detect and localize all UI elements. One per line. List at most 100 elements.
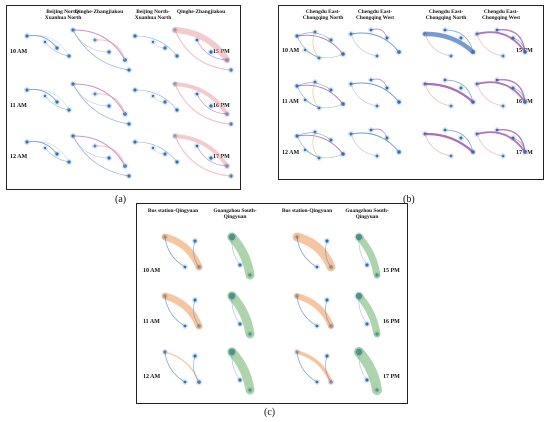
flow-arc	[350, 133, 378, 157]
flow-arc	[295, 350, 333, 384]
flow-arc	[44, 95, 70, 111]
flow-arc	[355, 292, 381, 338]
flow-arc	[296, 35, 320, 59]
flow-arc	[231, 295, 241, 325]
flow-arc	[296, 295, 318, 327]
flow-arc	[296, 135, 320, 159]
flow-arc	[476, 81, 526, 103]
flow-arc	[424, 133, 452, 157]
flow-arc	[193, 240, 200, 268]
flow-arc	[296, 84, 344, 105]
flow-arc	[350, 82, 400, 103]
row-label: 10 AM	[10, 49, 28, 55]
flow-arc	[231, 351, 241, 381]
row-label: 15 PM	[383, 268, 400, 274]
flow-arc	[358, 351, 368, 381]
panel-label-a: (a)	[115, 194, 127, 205]
flow-arc	[304, 149, 344, 159]
flow-arc	[164, 351, 200, 383]
panel-b: Chengdu East-Chongqing North Chengdu Eas…	[278, 5, 544, 180]
column-header: Chengdu East-Chongqing West	[355, 9, 395, 21]
flow-arc	[134, 35, 178, 57]
flow-arc	[26, 141, 58, 155]
flow-arc	[422, 31, 476, 55]
flow-arc	[350, 83, 378, 107]
panel-c: Bus station-Qingyuan Guangzhou South-Qin…	[136, 203, 408, 404]
flow-arc	[355, 233, 381, 279]
column-header: Guangzhou South-Qingyuan	[345, 208, 389, 220]
flow-arc	[312, 81, 320, 109]
flow-arc	[44, 41, 70, 57]
column-header: Beijing North-Xuanhua North	[134, 9, 172, 21]
flow-arc	[26, 89, 70, 111]
flow-arc	[94, 93, 126, 115]
column-header: Chengdu East-Chongqing West	[481, 9, 521, 21]
flow-arc	[358, 236, 368, 266]
flow-arc	[152, 95, 166, 103]
flow-arc	[350, 33, 378, 57]
flow-arc	[444, 79, 474, 103]
flow-arc	[424, 33, 452, 57]
flow-arc	[350, 32, 400, 53]
flow-arc	[227, 232, 255, 280]
flow-arc	[94, 39, 126, 61]
flow-arc	[72, 135, 110, 159]
flow-arc	[370, 78, 388, 89]
flow-arc	[476, 83, 504, 107]
column-header: Chengdu East-Chongqing North	[302, 9, 344, 21]
flow-arc	[172, 27, 230, 63]
flow-arc	[325, 355, 332, 383]
column-header: Guangzhou South-Qingyuan	[213, 208, 257, 220]
row-label: 11 AM	[10, 103, 27, 109]
flow-arc	[476, 133, 504, 157]
row-label: 10 AM	[282, 48, 300, 54]
flow-arc	[304, 49, 344, 59]
flow-arc	[424, 83, 452, 107]
flow-arc	[152, 147, 166, 155]
flow-arc	[512, 37, 526, 53]
flow-arc	[227, 347, 255, 395]
flow-arc	[296, 236, 318, 268]
flow-arc	[325, 240, 332, 268]
node	[209, 104, 213, 108]
flow-arc	[196, 145, 228, 167]
column-header: Bus station-Qingyuan	[281, 208, 333, 214]
flow-arc	[26, 35, 70, 57]
flow-arc	[134, 141, 178, 163]
column-header: Beijing North-Xuanhua North	[44, 9, 82, 21]
flow-arc	[476, 131, 526, 153]
flow-arc	[26, 35, 58, 49]
flow-arc	[350, 132, 400, 153]
flow-arc	[26, 89, 58, 103]
flow-arc	[231, 236, 241, 266]
flow-arc	[325, 299, 332, 327]
flow-arc	[296, 351, 318, 383]
flow-arc	[94, 145, 126, 167]
flow-arc	[164, 295, 186, 327]
panel-label-b: (b)	[403, 194, 415, 205]
row-label: 16 PM	[383, 319, 400, 325]
flow-arc	[164, 351, 186, 383]
flow-arc	[476, 33, 504, 57]
flow-arc	[312, 131, 320, 159]
column-header: Bus station-Qingyuan	[147, 208, 199, 214]
node	[459, 136, 463, 140]
flow-arc	[193, 299, 200, 327]
flow-arc	[44, 147, 70, 163]
row-label: 12 AM	[282, 150, 300, 156]
row-label: 11 AM	[282, 99, 299, 105]
row-label: 10 AM	[143, 268, 161, 274]
flow-arc	[423, 132, 475, 154]
flow-arc	[370, 128, 388, 139]
row-label: 12 AM	[143, 374, 161, 380]
flow-arc	[196, 93, 228, 115]
flow-arc	[304, 99, 344, 109]
flow-arc	[72, 29, 110, 53]
flow-arc	[164, 236, 186, 268]
panel-label-c: (c)	[264, 407, 276, 418]
flow-arc	[423, 82, 475, 104]
flow-network-b	[293, 27, 529, 161]
flow-arc	[296, 134, 344, 155]
column-header: Qinghe-Zhangjiakou	[176, 9, 226, 15]
flow-arc	[173, 82, 229, 116]
